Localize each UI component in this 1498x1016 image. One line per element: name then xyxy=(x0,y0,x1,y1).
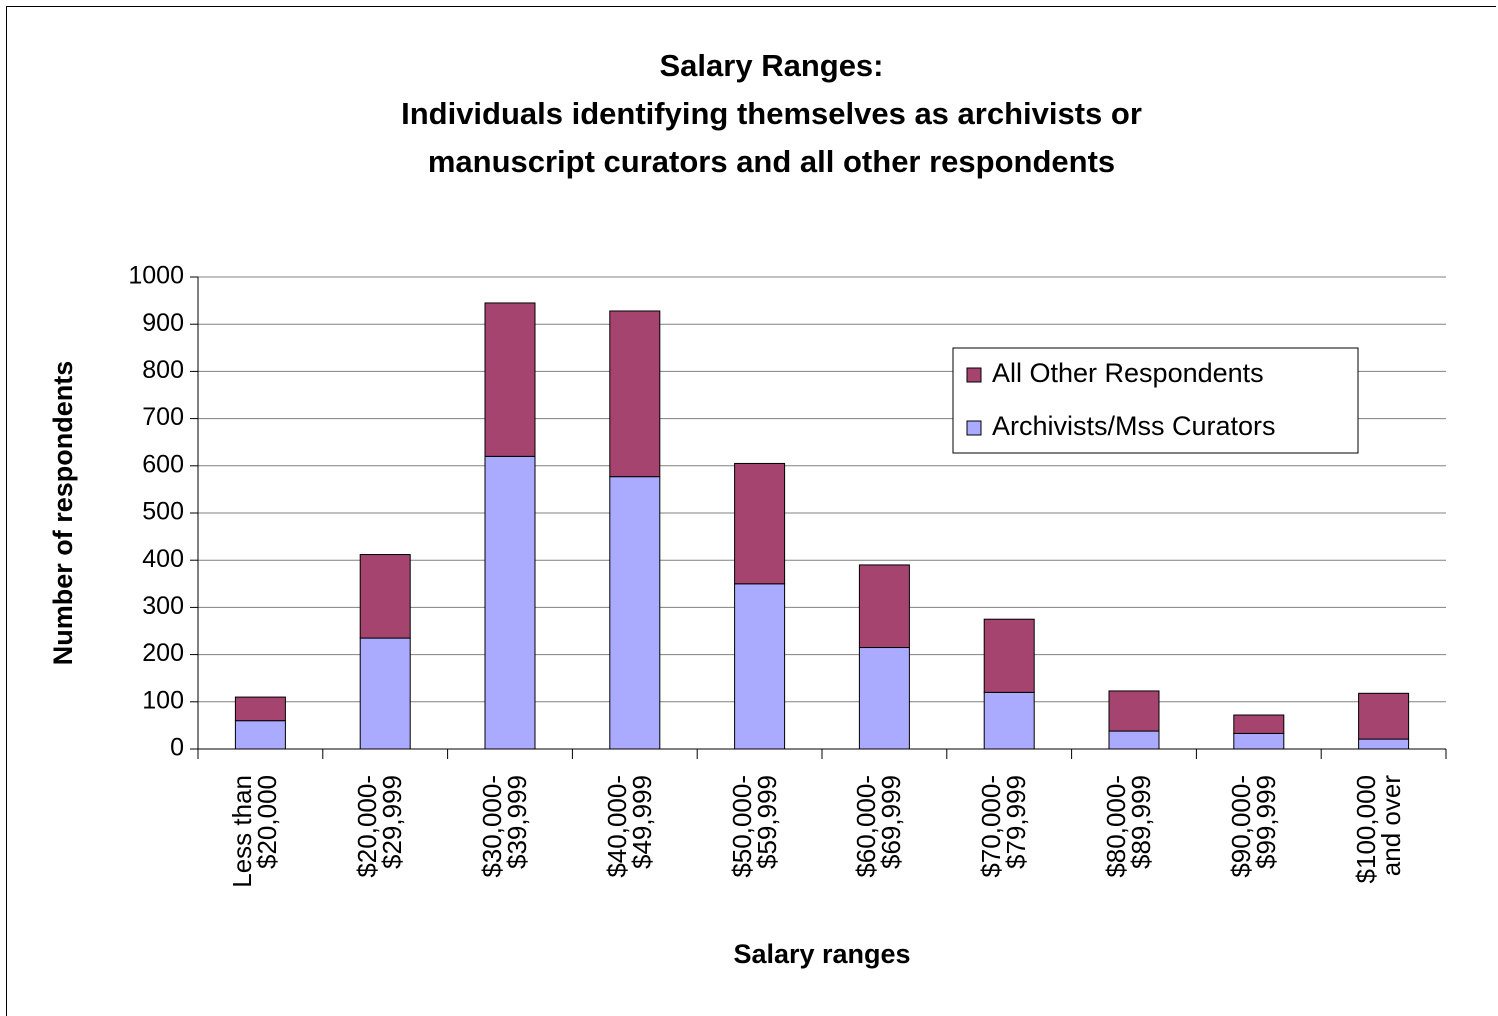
legend-label: Archivists/Mss Curators xyxy=(992,411,1276,441)
bar-segment xyxy=(359,554,411,639)
chart-title: Salary Ranges: xyxy=(659,48,884,83)
x-tick-label: $50,000- $59,999 xyxy=(726,775,782,878)
bar-segment xyxy=(983,691,1035,750)
legend-swatch xyxy=(966,367,982,383)
y-tick-label: 700 xyxy=(142,403,184,431)
bar-segment xyxy=(1108,730,1160,750)
x-axis-label: Salary ranges xyxy=(733,939,910,969)
bar-segment xyxy=(734,583,786,750)
x-tick-label: $60,000- $69,999 xyxy=(851,775,907,878)
y-tick-label: 900 xyxy=(142,309,184,337)
legend: All Other Respondents Archivists/Mss Cura… xyxy=(952,347,1359,454)
x-tick-label: Less than $20,000 xyxy=(227,775,283,888)
bar-segment xyxy=(858,647,910,750)
bar-segment xyxy=(1358,738,1410,750)
y-tick-label: 300 xyxy=(142,592,184,620)
y-tick-label: 600 xyxy=(142,450,184,478)
y-tick-label: 500 xyxy=(142,498,184,526)
x-tick-label: $100,000 and over xyxy=(1350,775,1406,884)
y-tick-label: 400 xyxy=(142,545,184,573)
y-tick-label: 100 xyxy=(142,686,184,714)
y-tick-label: 200 xyxy=(142,639,184,667)
x-tick-label: $70,000- $79,999 xyxy=(976,775,1032,878)
chart-frame xyxy=(6,6,1496,1016)
bar-segment xyxy=(484,302,536,457)
bar-segment xyxy=(484,455,536,750)
bar-segment xyxy=(234,720,286,750)
legend-label: All Other Respondents xyxy=(992,358,1264,388)
y-tick-label: 0 xyxy=(170,734,184,762)
bar-segment xyxy=(983,618,1035,693)
x-tick-label: $80,000- $89,999 xyxy=(1101,775,1156,878)
chart-subtitle: Individuals identifying themselves as ar… xyxy=(401,96,1142,179)
bar-segment xyxy=(609,476,661,750)
x-tick-label: $40,000- $49,999 xyxy=(601,775,657,878)
x-tick-label: $90,000- $99,999 xyxy=(1225,775,1281,878)
y-tick-label: 800 xyxy=(142,356,184,384)
legend-swatch xyxy=(966,420,982,436)
bar-segment xyxy=(1233,714,1285,734)
bar-segment xyxy=(1358,692,1410,740)
y-axis-label: Number of respondents xyxy=(48,361,78,666)
bar-segment xyxy=(359,637,411,750)
y-tick-label: 1000 xyxy=(128,262,184,290)
bar-segment xyxy=(609,310,661,478)
x-tick-label: $30,000- $39,999 xyxy=(477,775,532,878)
bar-segment xyxy=(234,696,286,722)
x-tick-label: $20,000- $29,999 xyxy=(352,775,408,878)
legend-box xyxy=(952,347,1359,454)
bar-segment xyxy=(858,564,910,649)
bar-segment xyxy=(1108,690,1160,732)
bar-segment xyxy=(1233,732,1285,750)
bar-segment xyxy=(734,462,786,585)
